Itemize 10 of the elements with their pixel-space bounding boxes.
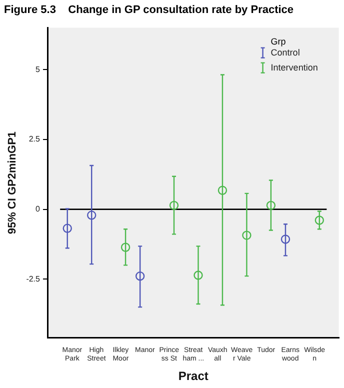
legend-title: Grp: [270, 36, 286, 46]
chart-title: Figure 5.3 Change in GP consultation rate by Practice: [3, 3, 295, 18]
y-tick-label: 2.5: [28, 134, 41, 144]
y-tick-label: 5: [36, 64, 41, 74]
y-axis-title: 95% CI GP2minGP1: [6, 131, 19, 234]
x-axis-title: Pract: [178, 369, 208, 384]
legend-label: Control: [270, 47, 300, 58]
y-tick-label: -2.5: [26, 274, 41, 284]
y-tick-label: 0: [36, 204, 41, 214]
legend-label: Intervention: [270, 62, 318, 72]
